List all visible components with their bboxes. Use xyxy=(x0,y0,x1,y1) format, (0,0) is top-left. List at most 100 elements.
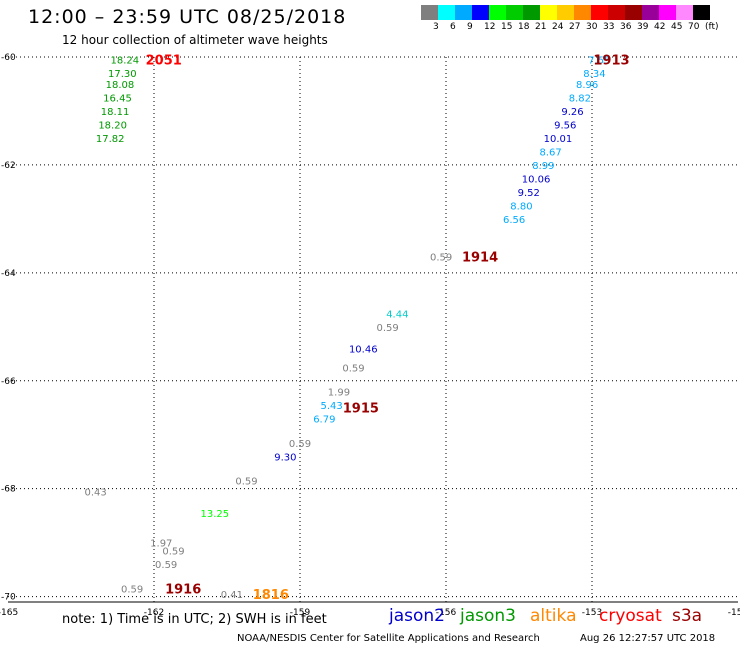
color-scale-label: 70 xyxy=(688,22,700,32)
color-swatch xyxy=(489,5,506,20)
x-tick-label: -156 xyxy=(436,608,457,618)
color-scale-label: 3 xyxy=(433,22,439,32)
legend-entry-jason3: jason3 xyxy=(460,606,516,626)
wave-height-label: 7.55 xyxy=(588,56,610,67)
color-scale-label: 39 xyxy=(637,22,649,32)
wave-height-label: 9.56 xyxy=(554,120,576,131)
color-scale-label: 6 xyxy=(450,22,456,32)
legend-entry-jason2: jason2 xyxy=(389,606,445,626)
wave-height-label: 0.59 xyxy=(289,439,311,450)
wave-height-label: 0.59 xyxy=(376,323,398,334)
wave-height-label: 1.97 xyxy=(150,539,172,550)
wave-height-label: 0.59 xyxy=(430,253,452,264)
color-swatch xyxy=(472,5,489,20)
color-scale-label: 12 xyxy=(484,22,496,32)
wave-height-label: 4.44 xyxy=(386,309,408,320)
color-swatch xyxy=(625,5,642,20)
x-tick-label: -162 xyxy=(144,608,164,618)
wave-height-label: 16.45 xyxy=(103,93,132,104)
wave-height-label: 8.80 xyxy=(510,201,532,212)
wave-height-label: 10.01 xyxy=(544,134,573,145)
y-tick-label: -66 xyxy=(1,377,16,387)
y-tick-label: -68 xyxy=(1,485,16,495)
y-tick-label: -62 xyxy=(1,161,16,171)
color-scale-label: (ft) xyxy=(705,22,719,32)
legend-entry-cryosat: cryosat xyxy=(599,606,662,626)
wave-height-label: 8.96 xyxy=(576,80,598,91)
y-tick-label: -60 xyxy=(1,53,16,63)
color-swatch xyxy=(506,5,523,20)
wave-height-label: 8.34 xyxy=(583,69,605,80)
color-scale-label: 27 xyxy=(569,22,581,32)
wave-height-label: 13.25 xyxy=(201,509,230,520)
footer-note: note: 1) Time is in UTC; 2) SWH is in fe… xyxy=(62,612,327,627)
wave-height-label: 0.59 xyxy=(155,560,177,571)
color-scale-label: 21 xyxy=(535,22,547,32)
pass-time-label: 1816 xyxy=(253,588,289,603)
wave-height-label: 18.20 xyxy=(98,120,127,131)
color-swatch xyxy=(608,5,625,20)
color-swatch xyxy=(659,5,676,20)
pass-time-label: 2051 xyxy=(146,54,182,69)
pass-time-label: 1916 xyxy=(165,583,201,598)
y-tick-label: -64 xyxy=(1,269,16,279)
color-scale-label: 45 xyxy=(671,22,683,32)
legend-entry-s3a: s3a xyxy=(672,606,703,626)
color-scale-label: 9 xyxy=(467,22,473,32)
wave-height-label: 10.06 xyxy=(522,174,551,185)
wave-height-label: 6.56 xyxy=(503,215,525,226)
chart-subtitle: 12 hour collection of altimeter wave hei… xyxy=(62,33,328,47)
wave-height-label: 17.82 xyxy=(96,134,125,145)
wave-height-label: 9.52 xyxy=(518,188,540,199)
color-scale-bar xyxy=(421,5,710,20)
color-scale-label: 18 xyxy=(518,22,530,32)
color-swatch xyxy=(421,5,438,20)
wave-height-label: 0.59 xyxy=(121,585,143,596)
color-scale-label: 33 xyxy=(603,22,615,32)
color-swatch xyxy=(574,5,591,20)
wave-height-label: 10.46 xyxy=(349,344,378,355)
x-tick-label: -153 xyxy=(582,608,602,618)
color-swatch xyxy=(676,5,693,20)
color-swatch xyxy=(591,5,608,20)
wave-height-label: 0.59 xyxy=(162,547,184,558)
wave-height-label: 1.99 xyxy=(328,388,350,399)
color-swatch xyxy=(693,5,710,20)
color-swatch xyxy=(642,5,659,20)
x-tick-label: -150 xyxy=(728,608,740,618)
pass-time-label: 1915 xyxy=(343,402,379,417)
color-swatch xyxy=(523,5,540,20)
wave-height-label: 0.59 xyxy=(342,363,364,374)
wave-height-label: 17.30 xyxy=(108,69,137,80)
wave-height-label: 5.43 xyxy=(321,401,343,412)
wave-height-label: 0.41 xyxy=(221,590,243,601)
color-swatch xyxy=(455,5,472,20)
wave-height-label: 9.30 xyxy=(274,452,296,463)
color-scale-label: 36 xyxy=(620,22,632,32)
wave-height-label: 0.43 xyxy=(84,487,106,498)
color-scale-label: 30 xyxy=(586,22,598,32)
wave-height-label: 18.08 xyxy=(106,80,135,91)
wave-height-label: 8.82 xyxy=(569,93,591,104)
color-swatch xyxy=(540,5,557,20)
legend-entry-altika: altika xyxy=(530,606,577,626)
wave-height-label: 9.26 xyxy=(561,107,583,118)
color-scale-label: 15 xyxy=(501,22,513,32)
wave-height-label: 8.67 xyxy=(540,147,562,158)
pass-time-label: 1913 xyxy=(593,54,629,69)
wave-height-label: 18.24 xyxy=(110,56,139,67)
wave-height-label: 18.11 xyxy=(101,107,130,118)
wave-height-label: 0.59 xyxy=(235,477,257,488)
color-scale-label: 42 xyxy=(654,22,666,32)
pass-time-label: 1914 xyxy=(462,251,498,266)
color-scale-label: 24 xyxy=(552,22,564,32)
wave-height-label: 8.99 xyxy=(532,161,554,172)
x-tick-label: -165 xyxy=(0,608,18,618)
y-tick-label: -70 xyxy=(1,593,16,603)
x-tick-label: -159 xyxy=(290,608,311,618)
color-swatch xyxy=(557,5,574,20)
color-scale-labels: 3 6 9 12 15 18 21 24 27 30 33 36 39 42 45 70 (ft) xyxy=(421,22,740,34)
color-swatch xyxy=(438,5,455,20)
